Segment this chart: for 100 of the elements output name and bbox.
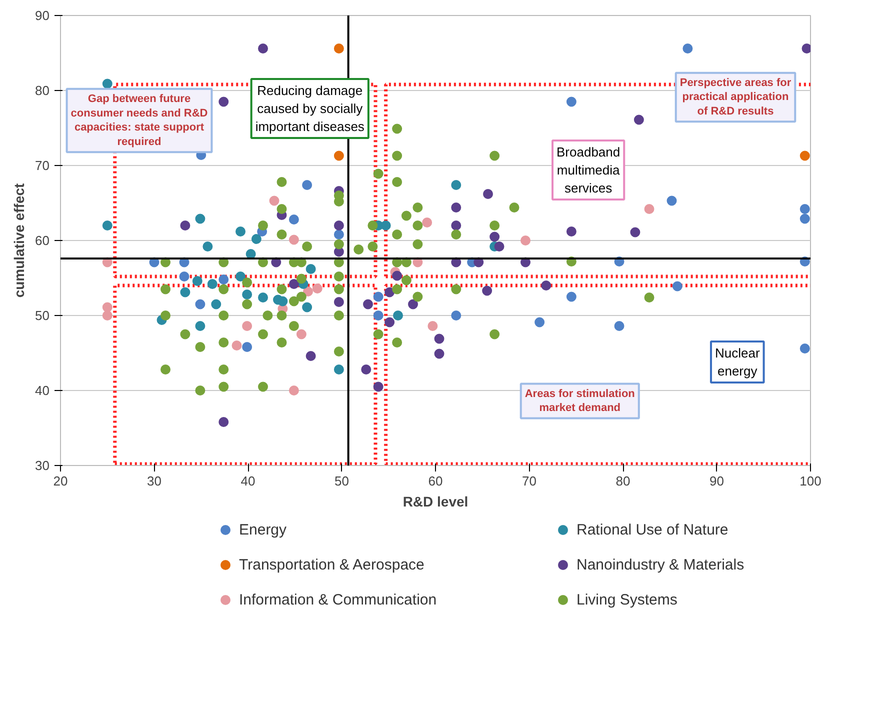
y-tick-label: 40 (35, 383, 50, 398)
point (218, 96, 229, 107)
y-tick-label: 70 (35, 158, 50, 173)
point (494, 242, 504, 252)
point (802, 44, 810, 54)
point (534, 317, 545, 328)
point (102, 220, 112, 230)
x-tick-label: 100 (800, 474, 822, 488)
point (451, 202, 462, 212)
x-tick-label: 70 (522, 474, 536, 488)
point (218, 274, 229, 284)
point (251, 234, 262, 244)
point (800, 204, 810, 214)
point (408, 299, 418, 310)
point (288, 214, 299, 224)
y-axis-title: cumulative effect (11, 182, 28, 298)
point (373, 292, 384, 302)
point (482, 286, 492, 296)
x-tick-label: 50 (334, 474, 349, 488)
point (380, 220, 391, 230)
point (288, 386, 299, 396)
point (296, 329, 306, 340)
point (634, 114, 644, 125)
y-tick-label: 30 (35, 458, 50, 473)
point (361, 364, 372, 374)
point (269, 196, 280, 206)
point (302, 180, 312, 190)
point (232, 340, 242, 350)
point (192, 276, 202, 286)
point (490, 232, 500, 242)
legend-label: Energy (239, 522, 288, 538)
point (180, 287, 190, 298)
y-tick-label: 90 (35, 8, 50, 23)
point (306, 351, 316, 361)
legend-label: Living Systems (576, 592, 678, 608)
point (428, 321, 438, 331)
point (242, 321, 252, 331)
point (195, 299, 206, 310)
point (451, 310, 462, 320)
point (334, 297, 344, 307)
point (242, 342, 252, 352)
point (195, 321, 206, 331)
point (334, 44, 344, 54)
point (102, 302, 112, 312)
point (278, 296, 288, 306)
point (258, 44, 268, 54)
point (434, 348, 444, 359)
point (312, 284, 322, 294)
point (373, 382, 384, 392)
annotation: Areas for stimulation market demand (524, 388, 636, 414)
point (179, 272, 190, 282)
legend-label: Nanoindustry & Materials (576, 556, 744, 574)
point (800, 344, 810, 354)
point (180, 220, 190, 230)
point (363, 299, 373, 310)
point (800, 214, 810, 224)
point (373, 310, 384, 320)
point (302, 302, 312, 312)
point (422, 218, 432, 228)
point (384, 317, 395, 328)
legend-label: Transportation & Aerospace (239, 556, 424, 574)
x-tick-label: 30 (147, 474, 162, 488)
point (334, 150, 344, 161)
point (288, 234, 299, 245)
x-tick-label: 40 (240, 474, 256, 488)
point (434, 334, 444, 344)
point (334, 364, 344, 374)
point (246, 249, 256, 259)
y-tick-label: 60 (35, 233, 50, 248)
x-tick-label: 20 (53, 474, 68, 488)
point (218, 417, 229, 427)
point (451, 220, 462, 230)
point (236, 272, 246, 282)
legend-label: Information & Communication (239, 592, 437, 608)
point (566, 226, 576, 236)
point (566, 292, 576, 302)
x-axis-title: R&D level (402, 494, 468, 510)
point (541, 280, 552, 290)
annotation: Nuclear energy (714, 346, 760, 378)
point (102, 310, 112, 320)
point (644, 204, 654, 214)
annotation: Gap between future consumer needs and R&D capacities: state support required (70, 92, 208, 148)
point (393, 310, 403, 320)
point (102, 78, 112, 89)
y-tick-label: 80 (35, 83, 50, 98)
point (306, 264, 316, 274)
annotation: Reducing damage caused by socially important diseases (255, 83, 365, 134)
point (334, 230, 344, 240)
point (236, 226, 246, 236)
point (207, 279, 218, 289)
x-tick-label: 90 (710, 474, 724, 488)
point (666, 196, 677, 206)
point (258, 292, 268, 302)
x-tick-label: 80 (616, 474, 630, 488)
point (483, 189, 493, 199)
point (672, 281, 682, 292)
point (682, 44, 693, 54)
point (202, 242, 213, 252)
y-tick-label: 50 (35, 308, 50, 323)
legend-label: Rational Use of Nature (576, 522, 728, 538)
